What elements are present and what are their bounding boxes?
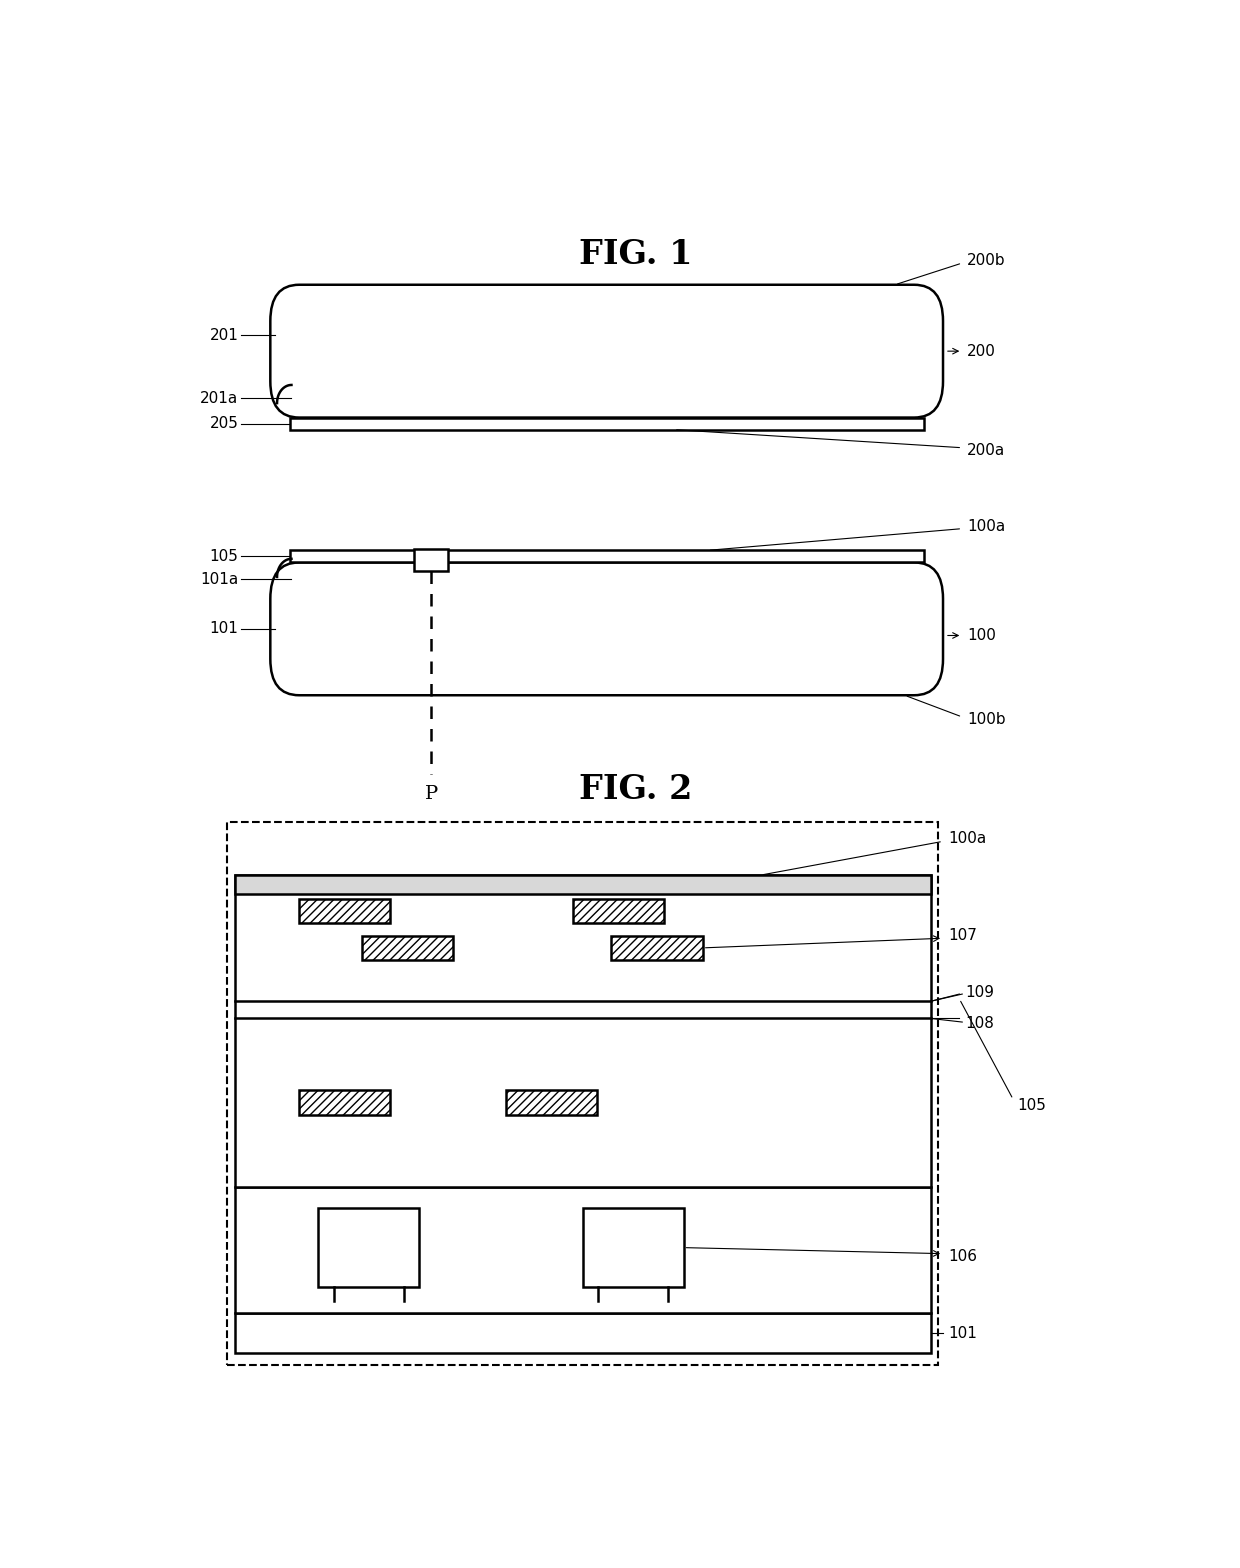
Text: 200a: 200a (967, 442, 1006, 458)
Bar (362, 936, 453, 960)
Text: 100: 100 (967, 629, 996, 643)
Bar (234, 875, 930, 1187)
FancyBboxPatch shape (270, 563, 942, 695)
Bar (583, 1209, 683, 1287)
Bar (234, 1187, 930, 1314)
Bar (289, 550, 924, 563)
Text: 100b: 100b (967, 712, 1006, 728)
Text: 106: 106 (947, 1248, 977, 1264)
Text: 201a: 201a (201, 390, 238, 406)
Text: 100a: 100a (947, 831, 986, 847)
Text: FIG. 1: FIG. 1 (579, 238, 692, 271)
Bar (573, 900, 665, 924)
Bar (414, 549, 448, 571)
Text: 200b: 200b (967, 252, 1006, 268)
FancyBboxPatch shape (270, 285, 942, 417)
Text: FIG. 2: FIG. 2 (579, 773, 692, 806)
Bar (506, 1090, 596, 1115)
Bar (299, 900, 391, 924)
Text: 100a: 100a (967, 519, 1006, 533)
Text: 101: 101 (947, 1327, 977, 1341)
Text: 105: 105 (210, 549, 238, 564)
Bar (289, 417, 924, 430)
Text: 205: 205 (210, 416, 238, 431)
Bar (234, 1314, 930, 1353)
Bar (227, 822, 939, 1366)
Text: 101: 101 (210, 621, 238, 637)
Text: 201: 201 (210, 328, 238, 343)
Text: 101a: 101a (201, 572, 238, 586)
Bar (319, 1209, 419, 1287)
Bar (234, 875, 930, 894)
Text: 200: 200 (967, 343, 996, 359)
Text: 107: 107 (947, 928, 977, 944)
Text: P: P (424, 786, 438, 803)
Text: 108: 108 (965, 1016, 994, 1030)
Bar (611, 936, 703, 960)
Text: 109: 109 (965, 985, 994, 1000)
Text: 105: 105 (1017, 1098, 1045, 1113)
Bar (299, 1090, 391, 1115)
